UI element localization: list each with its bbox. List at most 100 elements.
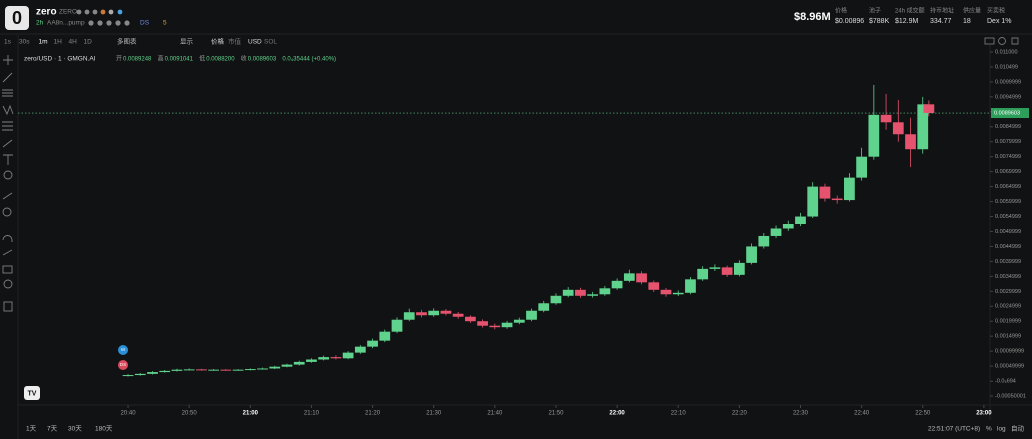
candle-body	[746, 246, 757, 263]
stat-value: $12.9M	[895, 18, 919, 25]
candle-body	[660, 289, 672, 295]
candle-body	[403, 312, 415, 320]
candle-body	[452, 313, 464, 317]
y-tick-label: 0.0074999	[995, 154, 1021, 160]
multi-chart-button[interactable]: 多图表	[117, 37, 137, 46]
y-tick-label: 0.0059999	[995, 199, 1021, 205]
mcap-toggle[interactable]: 市值	[228, 37, 242, 46]
interval-button[interactable]: 4H	[69, 39, 78, 46]
candle-body	[379, 331, 391, 341]
candle-body	[244, 369, 256, 371]
stat-value: $0.00896	[835, 18, 864, 25]
candle-body	[856, 156, 868, 178]
candle-body	[733, 262, 745, 275]
stat-label: 持币地址	[930, 7, 954, 15]
candle-body	[709, 267, 721, 269]
interval-button[interactable]: 1s	[4, 39, 12, 46]
price-toggle[interactable]: 价格	[211, 37, 225, 46]
candle-body	[807, 186, 819, 217]
stat-value: 334.77	[930, 18, 952, 25]
y-tick-label: -0.0₅694	[995, 379, 1016, 385]
auto-toggle[interactable]: 自动	[1011, 424, 1025, 433]
candle-body	[428, 310, 440, 316]
usd-toggle[interactable]: USD	[248, 39, 262, 46]
percent-toggle[interactable]: %	[986, 426, 992, 433]
candle-body	[672, 292, 684, 295]
range-button[interactable]: 30天	[68, 425, 82, 433]
candle-body	[306, 359, 317, 362]
interval-button[interactable]: 1H	[54, 39, 63, 46]
x-tick-label: 21:30	[426, 411, 442, 417]
range-button[interactable]: 7天	[47, 425, 58, 433]
candle-body	[293, 361, 305, 365]
candle-body	[220, 369, 232, 371]
candle-body	[905, 134, 916, 150]
x-tick-label: 22:20	[732, 411, 748, 417]
stat-value: Dex 1%	[987, 18, 1012, 25]
candle-body	[623, 273, 635, 281]
interval-button[interactable]: 30s	[19, 39, 30, 46]
y-tick-label: 0.0099999	[995, 79, 1021, 85]
stat-label: 价格	[835, 7, 847, 15]
ds-link[interactable]: DS	[140, 20, 150, 27]
x-tick-label: 22:30	[793, 411, 809, 417]
count: 5	[163, 20, 167, 27]
candle-body	[464, 316, 476, 322]
x-tick-label: 21:40	[487, 411, 503, 417]
sidebar-tools	[2, 55, 14, 312]
chart-title: zero/USD · 1 · GMGN.AI	[24, 56, 96, 63]
candle-body	[831, 198, 843, 201]
log-toggle[interactable]: log	[997, 426, 1006, 433]
y-tick-label: 0.0054999	[995, 214, 1021, 220]
sol-toggle[interactable]: SOL	[264, 39, 277, 46]
candle-body	[587, 294, 599, 296]
logo: 0	[12, 8, 22, 28]
candle-body	[575, 289, 586, 296]
legend-value: 0.0089603	[248, 57, 277, 63]
interval-button[interactable]: 1m	[39, 39, 48, 46]
y-tick-label: 0.0069999	[995, 169, 1021, 175]
legend-label: 低	[199, 55, 205, 63]
clock: 22:51:07 (UTC+8)	[928, 426, 980, 433]
svg-text:TV: TV	[28, 390, 37, 397]
token-name: zero	[36, 7, 57, 18]
candle-body	[416, 312, 427, 316]
y-tick-label: 0.011000	[995, 49, 1018, 55]
display-button[interactable]: 显示	[180, 38, 194, 46]
y-tick-label: 0.0014999	[995, 334, 1021, 340]
x-tick-label: 22:10	[671, 411, 687, 417]
legend-value: 0.0091041	[165, 57, 194, 63]
logo-box	[5, 6, 29, 30]
range-button[interactable]: 180天	[95, 425, 113, 433]
interval-button[interactable]: 1D	[84, 39, 93, 46]
candle-body	[196, 369, 207, 371]
x-tick-label: 21:20	[365, 411, 381, 417]
x-tick-label: 20:40	[121, 411, 137, 417]
candle-body	[354, 346, 366, 353]
stat-label: 买卖税	[987, 7, 1005, 15]
candle-body	[367, 340, 378, 347]
candle-body	[159, 370, 171, 373]
legend-label: 开	[116, 56, 122, 63]
range-button[interactable]: 1天	[26, 425, 37, 433]
candle-body	[819, 186, 831, 199]
legend-value: 0.0088200	[206, 57, 235, 63]
badge[interactable]	[118, 360, 128, 370]
last-price-box	[991, 108, 1029, 119]
y-tick-label: 0.00049999	[995, 364, 1024, 370]
y-tick-label: -0.00050001	[995, 393, 1026, 399]
candle-body	[318, 357, 330, 360]
candle-body	[721, 267, 733, 275]
candle-body	[892, 122, 904, 135]
y-tick-label: 0.00099999	[995, 349, 1024, 355]
x-tick-label: 21:10	[304, 411, 320, 417]
candle-body	[648, 282, 660, 290]
y-tick-label: 0.0064999	[995, 184, 1021, 190]
legend-label: 收	[241, 55, 247, 63]
x-tick-label: 22:40	[854, 411, 870, 417]
badge[interactable]	[118, 345, 128, 355]
candle-body	[391, 319, 403, 332]
x-tick-label: 22:00	[609, 411, 625, 417]
y-tick-label: 0.0049999	[995, 229, 1021, 235]
